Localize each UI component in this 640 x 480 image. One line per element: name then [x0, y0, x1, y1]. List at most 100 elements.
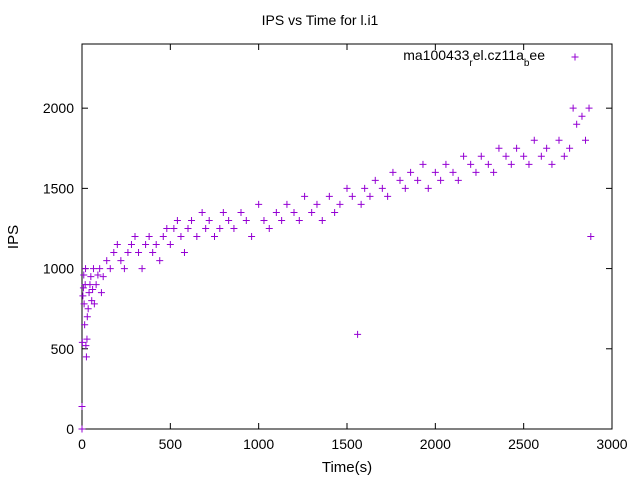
data-point: [560, 152, 568, 160]
data-point: [454, 176, 462, 184]
data-point: [110, 249, 118, 257]
data-point: [582, 136, 589, 144]
data-point: [211, 233, 218, 240]
data-point: [278, 216, 286, 224]
data-point: [225, 216, 233, 224]
data-point: [80, 300, 88, 308]
data-point: [543, 144, 551, 152]
data-point: [573, 120, 581, 128]
data-point: [272, 208, 280, 216]
data-point: [173, 216, 181, 224]
data-point: [407, 168, 415, 176]
data-point: [80, 271, 88, 279]
data-point: [193, 233, 201, 240]
data-point: [149, 249, 157, 257]
data-point: [237, 208, 245, 216]
y-tick-label-4: 2000: [43, 100, 74, 116]
data-point: [578, 112, 586, 120]
data-point: [366, 192, 374, 200]
data-point: [414, 176, 422, 184]
data-point: [348, 192, 356, 200]
data-point: [537, 152, 545, 160]
data-point: [566, 144, 574, 152]
data-point: [180, 249, 188, 257]
data-point: [82, 342, 90, 350]
data-point: [103, 257, 111, 265]
data-point: [472, 168, 480, 176]
data-point: [145, 233, 153, 240]
legend: ma100433rel.cz11abee: [403, 47, 579, 69]
data-point: [89, 285, 97, 293]
data-point: [313, 200, 321, 208]
data-point: [202, 224, 210, 232]
data-point: [419, 160, 427, 168]
legend-label-part-1: ma100433: [403, 47, 469, 63]
data-point: [83, 335, 91, 343]
x-tick-label-3: 1500: [331, 436, 362, 452]
data-point: [460, 152, 468, 160]
legend-label-part-5: ee: [529, 47, 545, 63]
data-point: [163, 224, 171, 232]
data-point: [81, 321, 89, 329]
data-point: [131, 233, 139, 240]
data-point: [117, 257, 125, 265]
data-point: [184, 224, 192, 232]
data-point: [230, 224, 238, 232]
legend-marker: [571, 53, 579, 61]
x-tick-label-6: 3000: [596, 436, 627, 452]
data-point: [490, 168, 498, 176]
data-point: [507, 160, 515, 168]
data-point: [290, 208, 298, 216]
data-point: [384, 192, 392, 200]
data-point: [585, 104, 593, 112]
data-point: [587, 233, 595, 240]
data-point: [198, 208, 206, 216]
x-tick-label-0: 0: [78, 436, 86, 452]
data-point: [159, 233, 167, 240]
y-axis-label: IPS: [5, 225, 22, 249]
data-point: [548, 160, 556, 168]
data-point: [96, 265, 104, 273]
data-point: [343, 184, 351, 192]
legend-label: ma100433rel.cz11abee: [403, 47, 545, 69]
data-point: [255, 200, 263, 208]
data-point: [78, 425, 86, 433]
data-point: [135, 249, 143, 257]
x-tick-label-4: 2000: [420, 436, 451, 452]
legend-marker-symbol: [571, 53, 579, 61]
data-point: [484, 160, 492, 168]
data-point: [477, 152, 485, 160]
data-point: [401, 184, 409, 192]
data-point: [336, 200, 344, 208]
y-tick-label-3: 1500: [43, 180, 74, 196]
legend-label-part-2: r: [469, 58, 473, 69]
data-point: [295, 216, 303, 224]
data-point: [90, 300, 98, 308]
data-point: [248, 233, 256, 240]
data-point: [569, 104, 577, 112]
data-point: [354, 330, 362, 338]
data-point: [142, 241, 150, 249]
legend-label-part-4: b: [524, 58, 530, 69]
x-tick-label-2: 1000: [243, 436, 274, 452]
data-point: [92, 281, 100, 289]
data-point: [308, 208, 316, 216]
data-point: [219, 208, 227, 216]
y-tick-label-0: 0: [66, 421, 74, 437]
data-point: [152, 241, 160, 249]
data-point: [89, 265, 97, 273]
data-point: [442, 160, 450, 168]
data-point: [86, 281, 94, 289]
data-point: [84, 305, 92, 313]
data-point: [79, 284, 87, 292]
y-tick-label-2: 1000: [43, 261, 74, 277]
data-point: [127, 241, 135, 249]
data-point: [371, 176, 379, 184]
data-point: [283, 200, 291, 208]
data-point: [467, 160, 475, 168]
data-point: [106, 265, 114, 273]
data-point: [361, 184, 369, 192]
x-tick-label-5: 2500: [508, 436, 539, 452]
data-point: [318, 216, 326, 224]
